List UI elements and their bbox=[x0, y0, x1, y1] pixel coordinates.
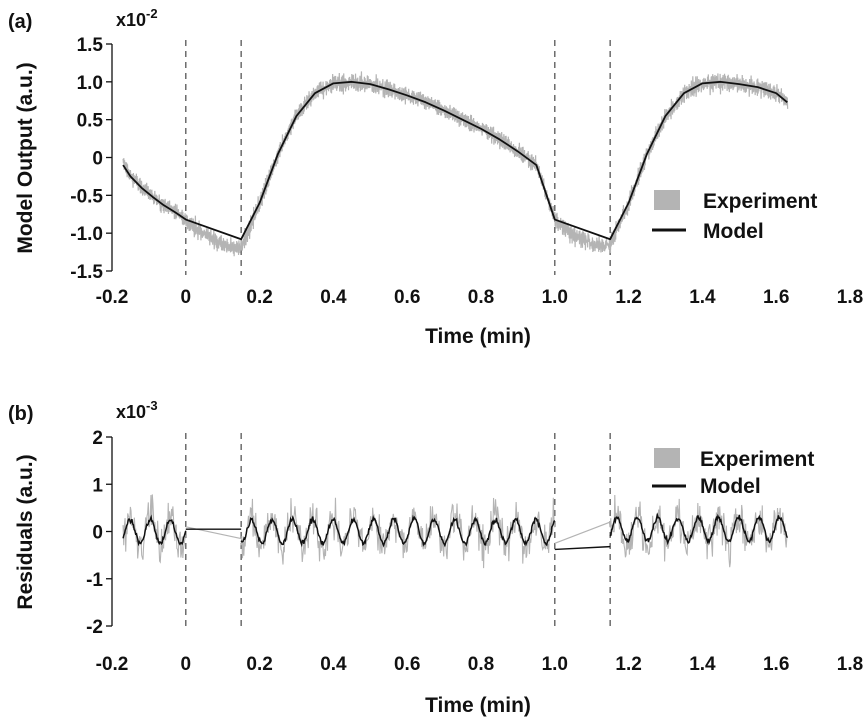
panel-b-experiment-gap-line bbox=[554, 521, 611, 544]
panel-b-xlabel: Time (min) bbox=[425, 694, 531, 717]
panel-a-y-tick-label: -0.5 bbox=[70, 186, 103, 207]
panel-b-x-tick-label: 0.8 bbox=[468, 654, 494, 675]
panel-b-x-tick-label: 1.8 bbox=[837, 654, 863, 675]
panel-a-legend-experiment-label: Experiment bbox=[703, 190, 817, 213]
panel-a-y-tick-label: 0.5 bbox=[77, 111, 104, 132]
panel-a-x-tick-label: 1.6 bbox=[763, 287, 789, 308]
panel-a-xlabel: Time (min) bbox=[425, 325, 531, 348]
panel-b-x-tick-label: 1.4 bbox=[689, 654, 716, 675]
panel-b-legend-experiment-swatch bbox=[654, 448, 680, 468]
panel-b-x-tick-label: 0.6 bbox=[394, 654, 420, 675]
panel-a-y-tick-label: 0 bbox=[92, 149, 103, 170]
panel-b-legend-model-label: Model bbox=[700, 475, 761, 498]
panel-b-model-line bbox=[609, 512, 788, 546]
panel-a-x-tick-label: 0.2 bbox=[246, 287, 272, 308]
panel-b-x-tick-label: 1.0 bbox=[542, 654, 568, 675]
panel-b-legend-experiment-label: Experiment bbox=[700, 448, 814, 471]
panel-a-y-tick-label: -1.0 bbox=[70, 224, 103, 245]
panel-a-y-tick-label: 1.5 bbox=[77, 35, 104, 56]
panel-a-multiplier-exp: -2 bbox=[146, 6, 158, 21]
panel-a-legend-model-label: Model bbox=[703, 220, 764, 243]
panel-b-y-tick-label: -2 bbox=[86, 617, 103, 638]
panel-a-experiment-band bbox=[554, 212, 612, 253]
panel-a-ylabel: Model Output (a.u.) bbox=[14, 62, 37, 253]
panel-a-y-tick-label: 1.0 bbox=[77, 73, 103, 94]
panel-a-x-tick-label: 0 bbox=[181, 287, 192, 308]
panel-b-model-gap-line bbox=[554, 545, 611, 551]
panel-a-plot: 1.5 1.0 0.5 0 -0.5 -1.0 -1.5 -0.2 0 0.2 0.4 0.6 0.8 1… bbox=[70, 35, 863, 308]
panel-a-multiplier: x10-2 bbox=[116, 6, 158, 30]
panel-b-multiplier: x10-3 bbox=[116, 398, 158, 422]
panel-b-ylabel: Residuals (a.u.) bbox=[14, 454, 37, 609]
panel-a-experiment-band bbox=[240, 71, 556, 251]
panel-b-label: (b) bbox=[8, 403, 34, 425]
panel-a: (a) x10-2 1.5 1.0 0.5 0 -0.5 -1.0 -1.5 -0.2 0 0.2… bbox=[8, 6, 863, 348]
panel-b-model-line bbox=[240, 514, 556, 548]
panel-b-x-tick-label: 0 bbox=[181, 654, 192, 675]
panel-b: (b) x10-3 2 1 0 -1 -2 -0.2 0 0.2 0.4 0.6 0.8 1.0 1.2… bbox=[8, 398, 863, 717]
panel-b-plot: 2 1 0 -1 -2 -0.2 0 0.2 0.4 0.6 0.8 1.0 1.2 1.4 1.6 1.8 bbox=[86, 428, 863, 675]
panel-a-multiplier-base: x10 bbox=[116, 10, 146, 30]
panel-a-model-line bbox=[122, 80, 788, 241]
panel-b-x-tick-label: 1.2 bbox=[615, 654, 641, 675]
panel-b-x-tick-label: 1.6 bbox=[763, 654, 789, 675]
panel-a-x-tick-label: 0.6 bbox=[394, 287, 420, 308]
panel-a-x-tick-label: 0.8 bbox=[468, 287, 494, 308]
panel-b-x-tick-label: -0.2 bbox=[96, 654, 129, 675]
panel-b-y-tick-label: -1 bbox=[86, 570, 103, 591]
panel-b-multiplier-exp: -3 bbox=[146, 398, 158, 413]
panel-a-x-tick-label: 0.4 bbox=[320, 287, 347, 308]
panel-b-experiment-band bbox=[240, 497, 556, 569]
panel-b-multiplier-base: x10 bbox=[116, 402, 146, 422]
panel-a-x-tick-label: -0.2 bbox=[96, 287, 129, 308]
panel-b-model-line bbox=[122, 514, 187, 547]
panel-a-x-tick-label: 1.4 bbox=[689, 287, 716, 308]
panel-b-experiment-band bbox=[609, 495, 788, 568]
panel-a-legend: Experiment Model bbox=[652, 190, 817, 243]
panel-b-y-tick-label: 1 bbox=[92, 475, 103, 496]
panel-a-x-tick-label: 1.2 bbox=[615, 287, 641, 308]
panel-b-legend: Experiment Model bbox=[652, 448, 814, 498]
panel-b-y-tick-label: 0 bbox=[92, 523, 103, 544]
panel-a-experiment-band bbox=[185, 214, 243, 257]
panel-a-x-tick-label: 1.0 bbox=[542, 287, 568, 308]
panel-a-x-tick-label: 1.8 bbox=[837, 287, 863, 308]
panel-a-label: (a) bbox=[8, 11, 32, 33]
panel-a-experiment-band bbox=[122, 158, 187, 227]
panel-b-y-tick-label: 2 bbox=[92, 428, 103, 449]
panel-a-y-tick-label: -1.5 bbox=[70, 262, 103, 283]
panel-b-x-tick-label: 0.2 bbox=[246, 654, 272, 675]
panel-a-legend-experiment-swatch bbox=[654, 190, 680, 210]
panel-b-x-tick-label: 0.4 bbox=[320, 654, 347, 675]
